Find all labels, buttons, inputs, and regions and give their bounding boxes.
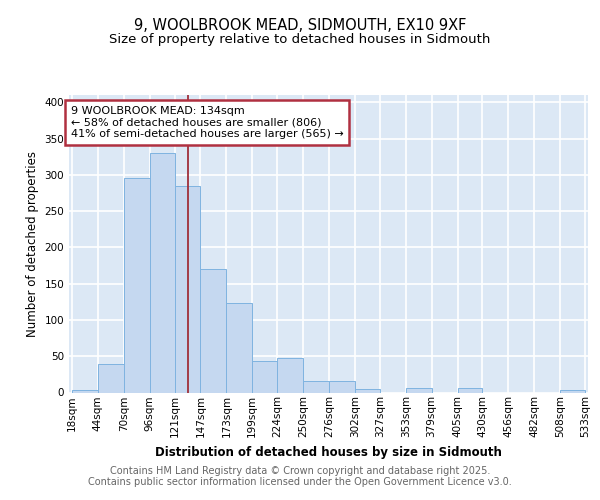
Bar: [277, 358, 303, 392]
Bar: [406, 388, 431, 392]
Text: 9, WOOLBROOK MEAD, SIDMOUTH, EX10 9XF: 9, WOOLBROOK MEAD, SIDMOUTH, EX10 9XF: [134, 18, 466, 32]
Bar: [252, 362, 277, 392]
Bar: [175, 186, 200, 392]
Bar: [329, 381, 355, 392]
Bar: [458, 388, 482, 392]
Text: Contains public sector information licensed under the Open Government Licence v3: Contains public sector information licen…: [88, 477, 512, 487]
Bar: [149, 153, 175, 392]
X-axis label: Distribution of detached houses by size in Sidmouth: Distribution of detached houses by size …: [155, 446, 502, 458]
Bar: [124, 178, 149, 392]
Text: Contains HM Land Registry data © Crown copyright and database right 2025.: Contains HM Land Registry data © Crown c…: [110, 466, 490, 476]
Bar: [98, 364, 124, 392]
Text: 9 WOOLBROOK MEAD: 134sqm
← 58% of detached houses are smaller (806)
41% of semi-: 9 WOOLBROOK MEAD: 134sqm ← 58% of detach…: [71, 106, 344, 139]
Bar: [226, 302, 252, 392]
Y-axis label: Number of detached properties: Number of detached properties: [26, 151, 39, 337]
Bar: [560, 390, 585, 392]
Bar: [355, 389, 380, 392]
Bar: [72, 390, 98, 392]
Bar: [200, 269, 226, 392]
Bar: [303, 381, 329, 392]
Text: Size of property relative to detached houses in Sidmouth: Size of property relative to detached ho…: [109, 32, 491, 46]
